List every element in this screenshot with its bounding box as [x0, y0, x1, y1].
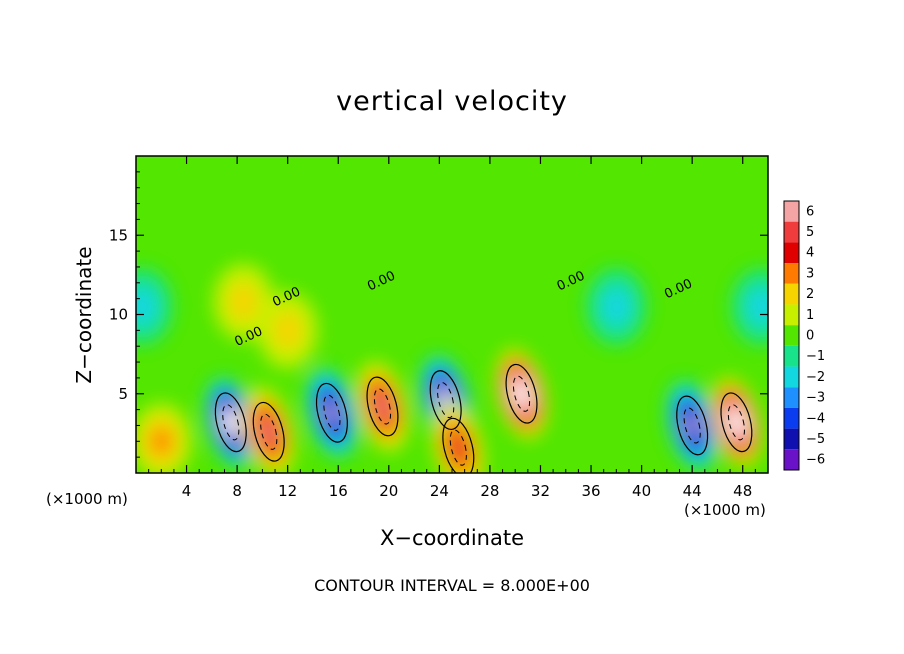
x-tick-label: 20: [379, 482, 398, 500]
colorbar-label: −2: [806, 370, 825, 385]
contour-line: [222, 404, 240, 441]
colorbar-label: −5: [806, 432, 825, 447]
colorbar-label: −1: [806, 349, 825, 364]
plot-area: 0.000.000.00 0.00 0.00: [136, 156, 768, 473]
colorbar-label: −6: [806, 453, 825, 468]
x-tick-label: 32: [531, 482, 550, 500]
colorbar-swatch: [784, 201, 799, 222]
colorbar-swatch: [784, 387, 799, 408]
contour-line: [720, 392, 753, 453]
colorbar-swatch: [784, 407, 799, 429]
colorbar-label: 3: [806, 266, 814, 281]
colorbar-label: 1: [806, 308, 814, 323]
colorbar-swatch: [784, 221, 799, 243]
field-feature: [586, 268, 647, 345]
x-tick-label: 8: [232, 482, 242, 500]
x-tick-label: 28: [480, 482, 499, 500]
x-tick-label: 24: [430, 482, 449, 500]
y-tick-label: 5: [118, 385, 128, 403]
colorbar-swatch: [784, 449, 799, 470]
field-feature: [136, 403, 192, 473]
contour-line: [214, 392, 247, 453]
contour-line: [676, 395, 709, 456]
contour-line: [366, 376, 399, 437]
colorbar-swatch: [784, 428, 799, 450]
field-feature: [731, 268, 768, 345]
colorbar-label: 2: [806, 287, 814, 302]
x-tick-label: 4: [182, 482, 192, 500]
colorbar-swatch: [784, 345, 799, 367]
y-tick-label: 10: [109, 306, 128, 324]
contour-line: [437, 382, 455, 419]
contour-line: [315, 382, 348, 443]
colorbar-swatch: [784, 366, 799, 388]
colorbar-swatch: [784, 242, 799, 264]
colorbar-swatch: [784, 263, 799, 284]
colorbar-label: 5: [806, 225, 814, 240]
field-feature: [495, 348, 548, 439]
colorbar-label: 0: [806, 329, 814, 344]
x-unit-left: (×1000 m): [46, 490, 128, 508]
velocity-field: 0.000.000.00 0.00 0.00: [136, 156, 768, 473]
colorbar-swatch: [784, 304, 799, 326]
x-tick-label: 12: [278, 482, 297, 500]
contour-line: [683, 407, 701, 444]
contour-line: [727, 404, 745, 441]
contour-line: [449, 429, 467, 466]
colorbar-frame: [783, 200, 800, 471]
x-tick-label: 44: [683, 482, 702, 500]
field-feature: [710, 377, 763, 468]
colorbar-swatch: [784, 283, 799, 305]
x-tick-label: 36: [581, 482, 600, 500]
contour-line: [512, 375, 531, 412]
contour-line: [505, 363, 538, 424]
colorbar-label: 6: [806, 204, 814, 219]
y-tick-label: 15: [109, 226, 128, 244]
field-feature: [257, 292, 318, 369]
colorbar-label: −4: [806, 411, 825, 426]
x-tick-label: 40: [632, 482, 651, 500]
contour-lines: 0.000.000.00 0.00 0.00: [214, 269, 753, 473]
contour-line: [429, 370, 462, 430]
x-axis-label: X−coordinate: [380, 526, 524, 550]
field-feature: [213, 263, 274, 340]
field-feature: [432, 402, 485, 473]
field-feature: [242, 386, 295, 473]
contour-interval-note: CONTOUR INTERVAL = 8.000E+00: [314, 576, 590, 595]
field-feature: [356, 361, 409, 452]
x-tick-label: 16: [329, 482, 348, 500]
field-feature: [204, 377, 257, 468]
x-tick-label: 48: [733, 482, 752, 500]
colorbar-swatch: [784, 325, 799, 346]
x-unit-right: (×1000 m): [684, 501, 766, 519]
colorbar-label: −3: [806, 391, 825, 406]
contour-line: [442, 417, 475, 473]
contour-line: [373, 388, 392, 425]
colorbar-label: 4: [806, 246, 814, 261]
contour-line: [260, 413, 278, 450]
y-axis-label: Z−coordinate: [72, 246, 96, 384]
contour-line: [252, 401, 285, 462]
field-feature: [136, 268, 173, 345]
contour-line: [323, 394, 341, 431]
colorbar: 6 5 4 3 2 1 0 −1 −2 −3 −4 −5 −6: [783, 200, 825, 471]
chart-title: vertical velocity: [336, 86, 568, 117]
